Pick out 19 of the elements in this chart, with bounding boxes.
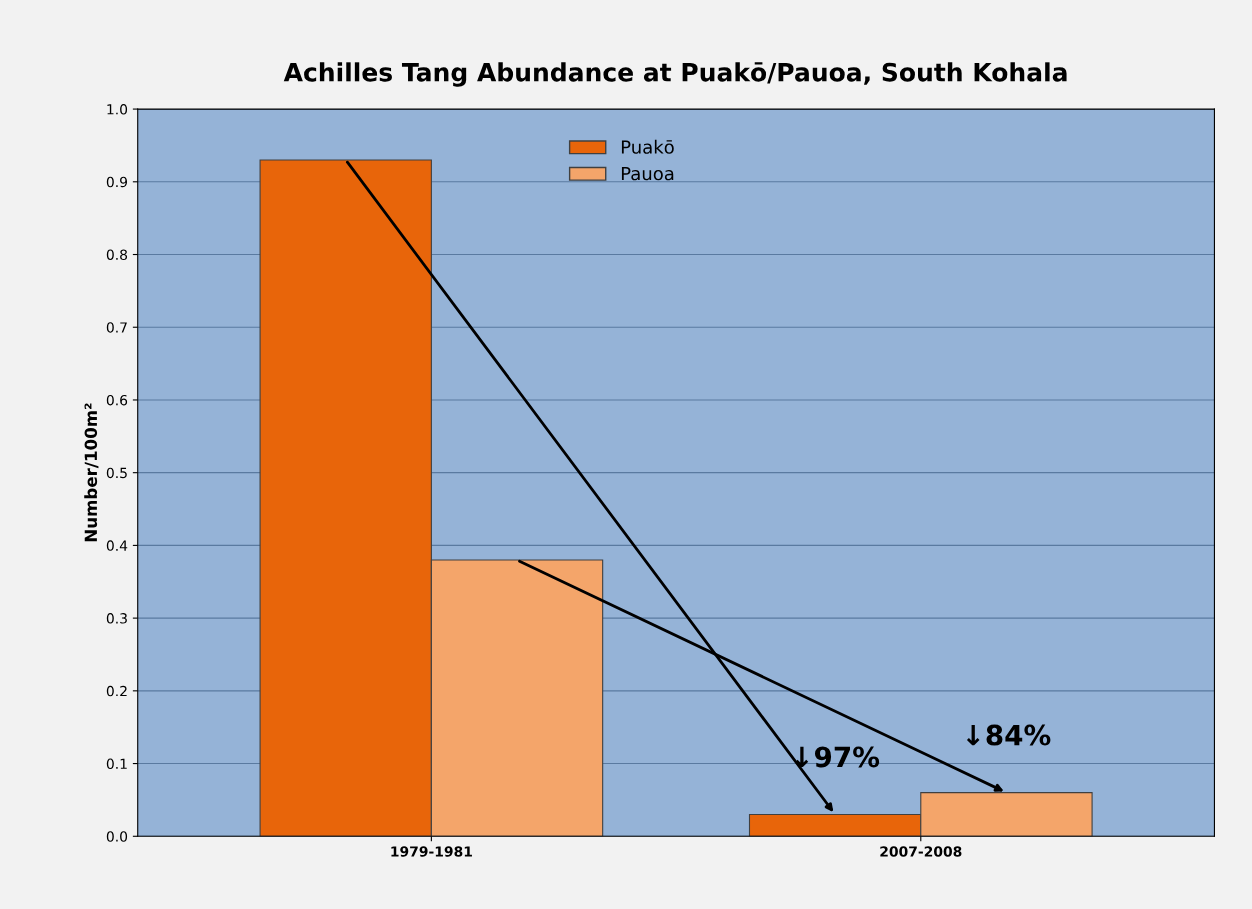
chart-title: Achilles Tang Abundance at Puakō/Pauoa, South Kohala [283, 62, 1067, 87]
y-tick-label: 0.9 [106, 176, 128, 188]
y-tick-label: 0.2 [106, 685, 127, 697]
y-axis-title: Number/100m² [84, 403, 99, 542]
y-tick-label: 1.0 [107, 104, 128, 115]
y-tick-label: 0.4 [106, 540, 128, 551]
y-tick-label: 0.1 [106, 758, 127, 770]
y-tick-label: 0.0 [106, 831, 128, 842]
x-tick-label: 1979-1981 [391, 846, 472, 857]
y-tick-label: 0.5 [106, 467, 127, 479]
y-tick-label: 0.7 [106, 322, 127, 333]
y-tick-label: 0.8 [106, 249, 128, 260]
annotation: ↓97% [795, 746, 880, 768]
legend-label: Puakō [621, 139, 674, 154]
y-tick-label: 0.6 [106, 394, 128, 406]
y-tick-label: 0.3 [106, 613, 127, 624]
legend-label: Pauoa [621, 166, 674, 181]
annotation: ↓84% [966, 724, 1051, 746]
x-tick-label: 2007-2008 [880, 846, 962, 857]
